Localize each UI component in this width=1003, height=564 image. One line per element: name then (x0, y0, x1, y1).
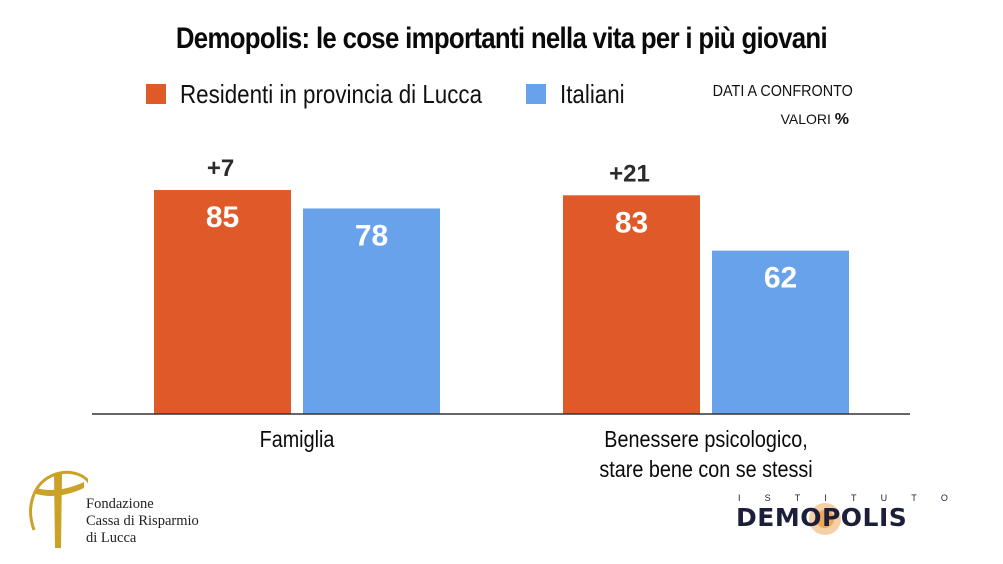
tagline-letter: O (940, 493, 948, 503)
legend-swatch-lucca (146, 84, 166, 104)
fondazione-logo-line: Fondazione (86, 496, 154, 512)
bar-value-label: 62 (764, 262, 797, 295)
fondazione-logo-line: di Lucca (86, 530, 137, 546)
tagline-letter: I (824, 493, 827, 503)
tagline-letter: T (851, 493, 857, 503)
bar-value-label: 85 (206, 201, 239, 234)
bar-value-label: 83 (615, 206, 648, 239)
legend-label-italiani: Italiani (560, 78, 625, 109)
bar-lucca-0 (154, 190, 291, 414)
istituto-demopolis-logo: I S T I T U T O DEMOPOLIS (730, 493, 960, 543)
demopolis-tagline: I S T I T U T O (738, 493, 948, 503)
note-valori-label: VALORI (780, 111, 835, 127)
category-label-line: Benessere psicologico, (604, 426, 808, 452)
bar-lucca-1 (563, 195, 700, 414)
fondazione-cassa-risparmio-lucca-logo: Fondazione Cassa di Risparmio di Lucca (28, 468, 238, 558)
legend-item-lucca: Residenti in provincia di Lucca (146, 78, 531, 110)
tagline-letter: T (911, 493, 917, 503)
fondazione-logo-line: Cassa di Risparmio (86, 513, 199, 529)
tagline-letter: U (880, 493, 888, 503)
tagline-letter: S (764, 493, 771, 503)
category-label-line: stare bene con se stessi (599, 456, 813, 482)
legend-label-lucca: Residenti in provincia di Lucca (180, 78, 483, 109)
legend-item-italiani: Italiani (526, 78, 635, 110)
note-dati-a-confronto: DATI A CONFRONTO (712, 83, 853, 100)
note-percent-symbol: % (834, 111, 849, 128)
difference-label: +21 (609, 160, 650, 187)
fondazione-logo-text: Fondazione Cassa di Risparmio di Lucca (86, 496, 199, 547)
demopolis-wordmark: DEMOPOLIS (736, 503, 908, 532)
tagline-letter: T (794, 493, 801, 503)
bar-italiani-1 (712, 250, 849, 414)
category-label-famiglia: Famiglia (125, 424, 469, 454)
tagline-letter: I (738, 493, 741, 503)
fondazione-cross-emblem-icon (29, 470, 92, 548)
note-valori-percent: VALORI % (781, 111, 849, 129)
legend-swatch-italiani (526, 84, 546, 104)
bar-italiani-0 (303, 208, 440, 414)
bars-layer: 85 78 +7 83 62 +21 (154, 155, 849, 414)
category-label-line: Famiglia (259, 426, 335, 452)
demopolis-sun-emblem-icon (809, 503, 841, 535)
bar-value-label: 78 (355, 219, 388, 252)
difference-label: +7 (207, 155, 234, 182)
chart-title: Demopolis: le cose importanti nella vita… (175, 22, 828, 55)
category-label-benessere: Benessere psicologico, stare bene con se … (534, 424, 878, 484)
